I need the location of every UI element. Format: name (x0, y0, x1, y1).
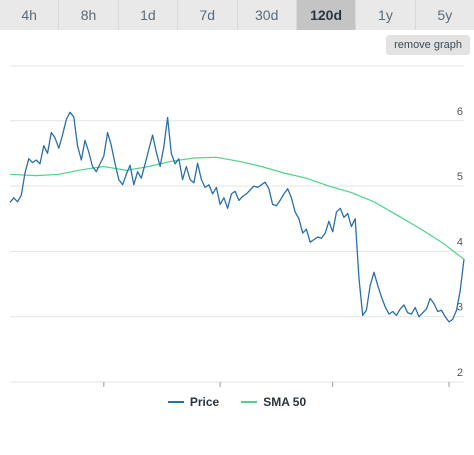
y-tick-label: 6 (457, 106, 463, 118)
tab-8h[interactable]: 8h (59, 0, 119, 30)
x-axis: Aug '25Sep '25Oct '25Nov '25 (103, 382, 450, 387)
tab-1y[interactable]: 1y (356, 0, 416, 30)
legend-item-sma[interactable]: SMA 50 (241, 395, 306, 409)
timeframe-tabs: 4h 8h 1d 7d 30d 120d 1y 5y (0, 0, 474, 30)
tab-1d[interactable]: 1d (118, 0, 179, 30)
y-tick-label: 3 (457, 302, 463, 314)
y-tick-label: 4 (457, 236, 463, 248)
tab-7d[interactable]: 7d (178, 0, 238, 30)
tab-120d[interactable]: 120d (296, 0, 357, 30)
legend: Price SMA 50 (0, 392, 474, 412)
tab-4h[interactable]: 4h (0, 0, 60, 30)
price-chart: 2 3 4 5 6 Aug '25Sep '25Oct '25Nov '25 (9, 65, 465, 387)
legend-swatch-sma (241, 401, 258, 403)
legend-item-price[interactable]: Price (167, 395, 220, 409)
legend-label-sma: SMA 50 (263, 395, 307, 409)
legend-label-price: Price (189, 395, 220, 409)
gridlines (10, 65, 464, 383)
sma50-line (9, 156, 465, 260)
y-tick-label: 5 (457, 171, 463, 183)
remove-graph-button[interactable]: remove graph (386, 35, 470, 55)
tab-30d[interactable]: 30d (237, 0, 297, 30)
legend-swatch-price (167, 401, 184, 403)
price-line (9, 111, 465, 323)
y-axis: 2 3 4 5 6 (457, 106, 463, 379)
y-tick-label: 2 (457, 367, 463, 379)
tab-5y[interactable]: 5y (415, 0, 474, 30)
series (9, 111, 465, 323)
